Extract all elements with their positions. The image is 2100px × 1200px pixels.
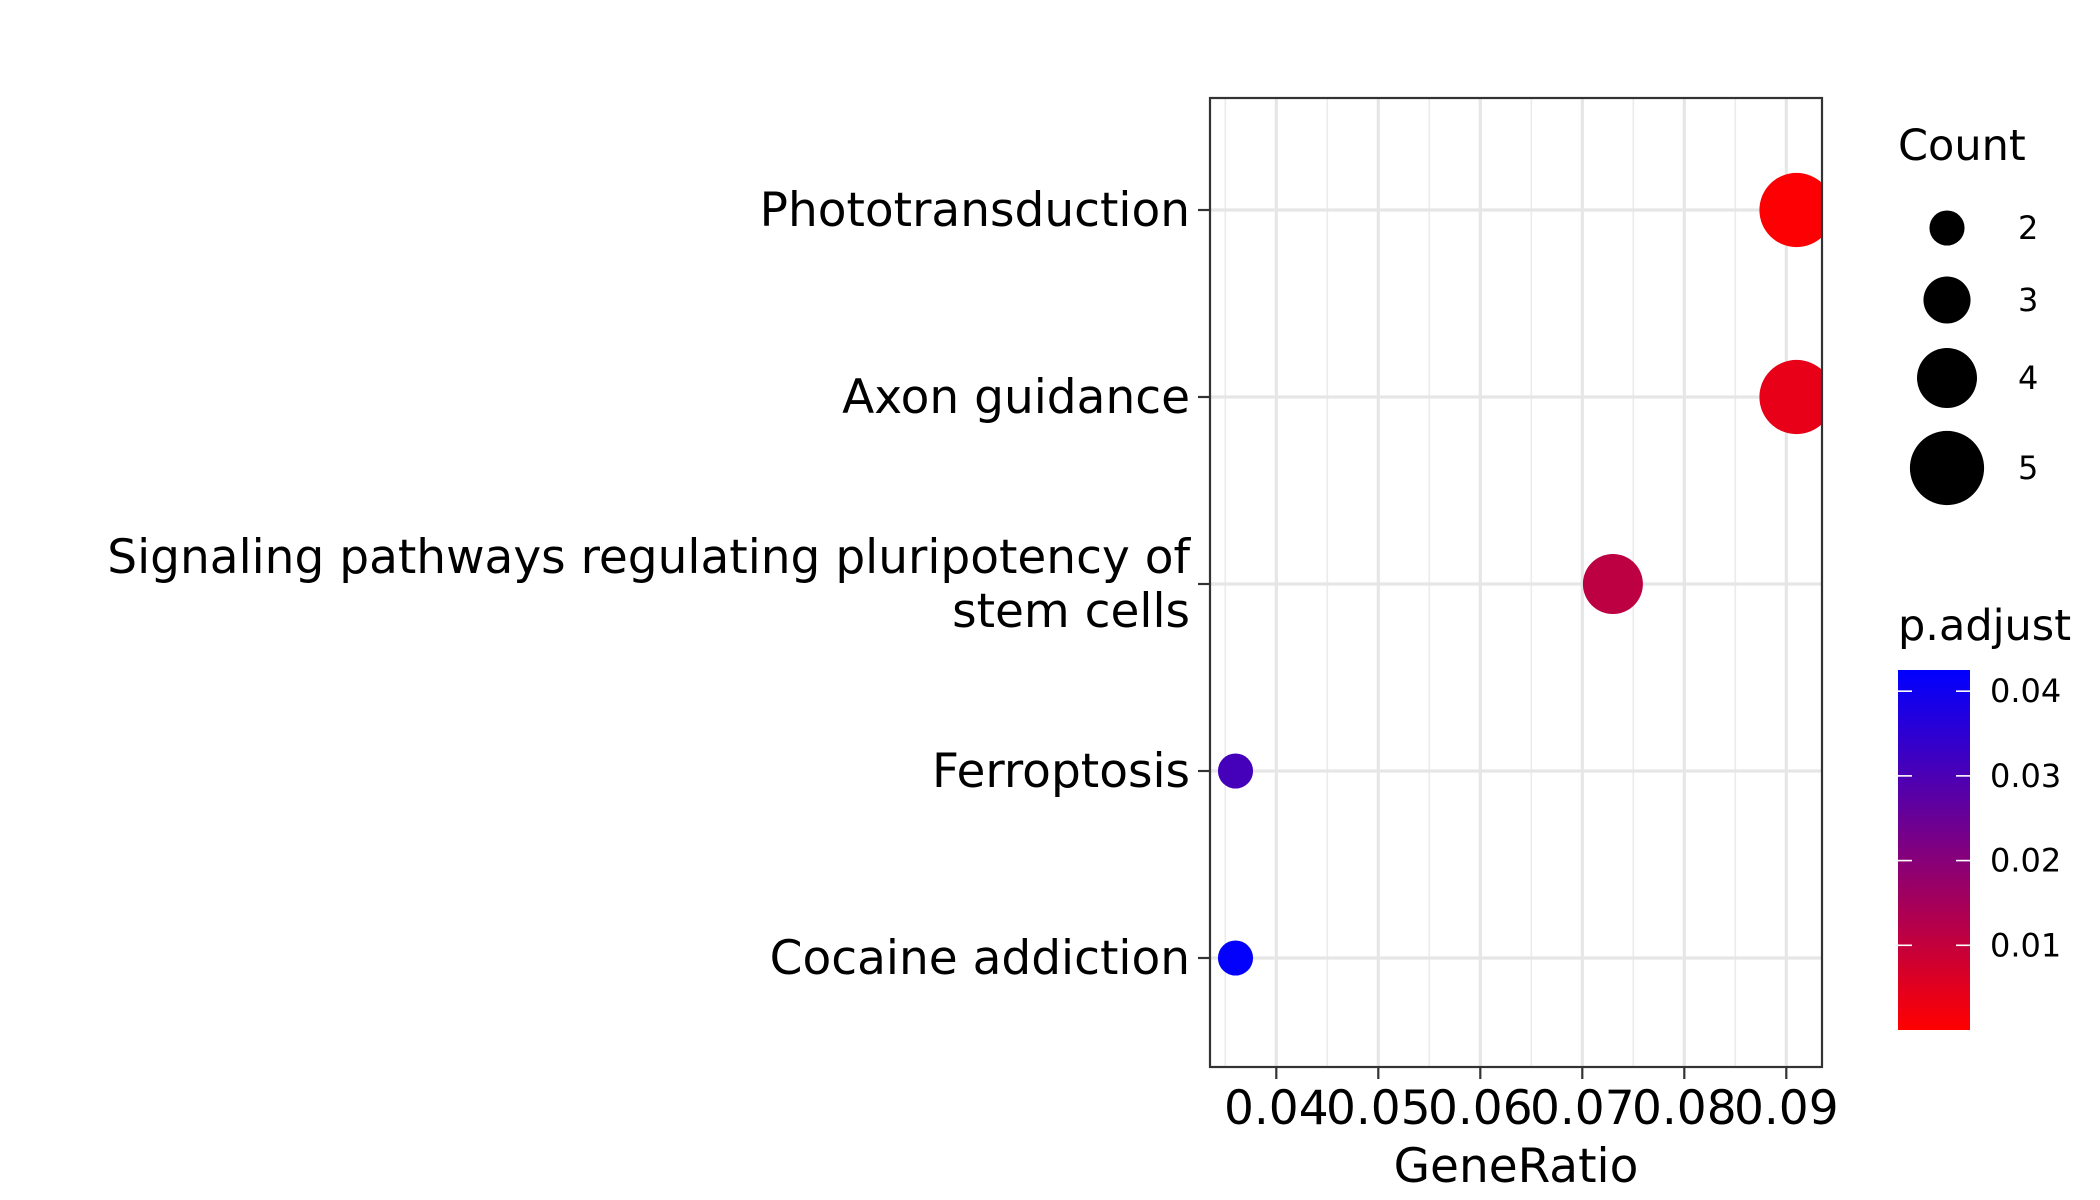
data-point	[1217, 940, 1254, 976]
count-legend-label: 4	[2018, 359, 2038, 397]
category-label: stem cells	[952, 584, 1190, 639]
plot-panel-border	[1208, 96, 1824, 1069]
category-label: Axon guidance	[842, 370, 1190, 425]
count-legend-key	[1909, 430, 1985, 506]
p-adjust-legend-label: 0.03	[1990, 757, 2061, 795]
x-tick-label: 0.09	[1734, 1081, 1839, 1136]
data-point	[1217, 753, 1254, 789]
category-label: Signaling pathways regulating pluripoten…	[107, 530, 1191, 585]
count-legend-label: 3	[2018, 281, 2038, 319]
y-axis-ticks	[1198, 208, 1210, 960]
p-adjust-legend-title: p.adjust	[1898, 601, 2071, 651]
count-legend-title: Count	[1898, 121, 2026, 171]
data-point	[1582, 554, 1643, 614]
p-adjust-legend-label: 0.01	[1990, 926, 2061, 964]
data-points	[1217, 172, 1822, 976]
x-axis-title: GeneRatio	[1394, 1139, 1639, 1194]
x-tick-label: 0.04	[1224, 1081, 1329, 1136]
category-label: Phototransduction	[760, 183, 1190, 238]
y-axis-category-labels: Phototransduction Axon guidance Signaling …	[107, 183, 1191, 986]
x-tick-label: 0.06	[1428, 1081, 1533, 1136]
count-legend-key	[1917, 348, 1977, 408]
x-tick-label: 0.05	[1326, 1081, 1431, 1136]
count-legend-label: 5	[2018, 449, 2038, 487]
data-point	[1759, 172, 1822, 248]
x-tick-label: 0.08	[1632, 1081, 1737, 1136]
count-legend-label: 2	[2018, 209, 2038, 247]
x-tick-label: 0.07	[1530, 1081, 1635, 1136]
count-legend-key	[1923, 276, 1971, 324]
grid-lines	[1210, 98, 1822, 1067]
p-adjust-legend-label: 0.02	[1990, 842, 2061, 880]
category-label: Cocaine addiction	[770, 931, 1190, 986]
p-adjust-legend: p.adjust 0.01 0.02 0.03 0.04	[1898, 601, 2071, 1030]
count-legend-key	[1929, 210, 1965, 246]
count-legend: Count 2 3 4 5	[1898, 121, 2038, 506]
category-label: Ferroptosis	[932, 744, 1190, 799]
data-point	[1759, 359, 1822, 435]
p-adjust-colorbar	[1898, 670, 1970, 1030]
x-axis-ticks: 0.040.050.060.070.080.09	[1224, 1067, 1839, 1136]
p-adjust-legend-label: 0.04	[1990, 672, 2061, 710]
